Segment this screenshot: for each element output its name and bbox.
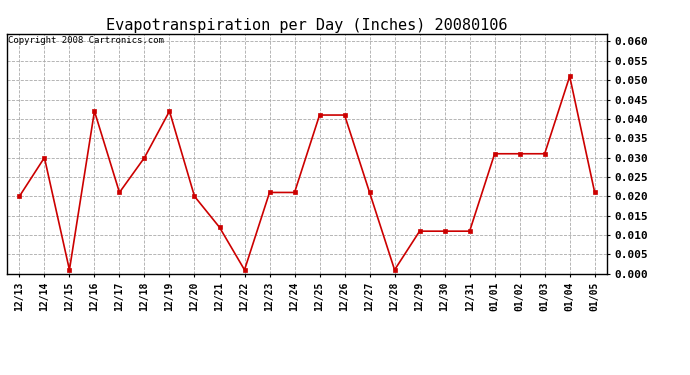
Text: Copyright 2008 Cartronics.com: Copyright 2008 Cartronics.com [8,36,164,45]
Title: Evapotranspiration per Day (Inches) 20080106: Evapotranspiration per Day (Inches) 2008… [106,18,508,33]
